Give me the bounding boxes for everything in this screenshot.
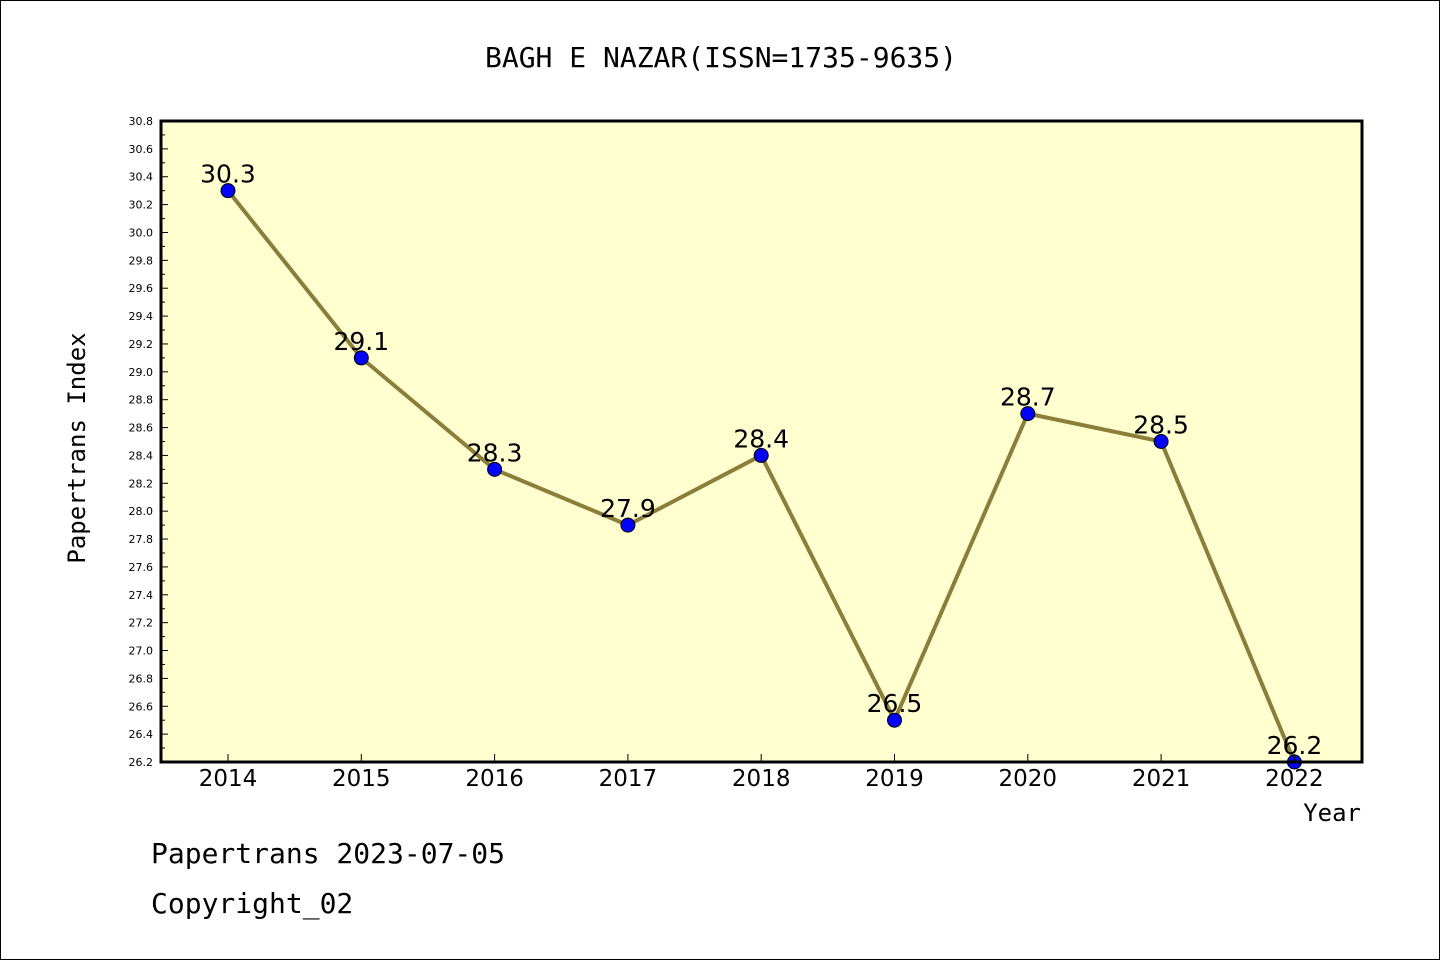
y-tick-label: 26.2 — [129, 756, 154, 769]
data-point — [1020, 406, 1036, 422]
y-tick-label: 28.6 — [129, 422, 154, 435]
y-tick-label: 28.8 — [129, 394, 154, 407]
x-tick-label: 2016 — [465, 766, 524, 792]
y-axis: 26.2 26.4 26.6 26.8 27.0 27.2 27.4 27.6 27.8 28.0… — [129, 115, 168, 769]
y-tick-label: 26.6 — [129, 700, 154, 713]
data-label: 27.9 — [600, 494, 656, 523]
y-tick-label: 27.8 — [129, 533, 154, 546]
x-tick-label: 2022 — [1265, 766, 1324, 792]
y-tick-label: 26.8 — [129, 672, 154, 685]
data-point — [753, 447, 769, 463]
data-label: 30.3 — [200, 160, 256, 189]
x-tick-label: 2019 — [865, 766, 924, 792]
x-axis: 2014 2015 2016 2017 2018 2019 2020 2021 2022 — [199, 754, 1324, 792]
y-tick-label: 29.8 — [129, 254, 154, 267]
y-tick-label: 30.2 — [129, 199, 154, 212]
data-point — [220, 183, 236, 199]
y-tick-label: 28.0 — [129, 505, 154, 518]
x-tick-label: 2014 — [199, 766, 258, 792]
x-tick-label: 2017 — [599, 766, 658, 792]
y-axis-label: Papertrans Index — [63, 332, 91, 563]
y-tick-label: 28.4 — [129, 449, 154, 462]
x-tick-label: 2018 — [732, 766, 791, 792]
x-tick-label: 2021 — [1132, 766, 1191, 792]
y-tick-label: 27.6 — [129, 561, 154, 574]
x-axis-label: Year — [1303, 799, 1361, 827]
y-tick-label: 26.4 — [129, 728, 154, 741]
y-tick-label: 30.8 — [129, 115, 154, 128]
y-tick-label: 28.2 — [129, 477, 154, 490]
y-tick-label: 29.6 — [129, 282, 154, 295]
y-tick-label: 30.6 — [129, 143, 154, 156]
y-tick-label: 27.4 — [129, 589, 154, 602]
series-layer: 30.329.128.327.928.426.528.728.526.2 — [200, 160, 1322, 770]
data-label: 28.5 — [1133, 411, 1189, 440]
x-tick-label: 2015 — [332, 766, 391, 792]
data-label: 29.1 — [333, 327, 389, 356]
data-label: 26.5 — [867, 689, 923, 718]
data-label: 28.4 — [733, 424, 789, 453]
y-tick-label: 27.2 — [129, 617, 154, 630]
x-tick-label: 2020 — [999, 766, 1058, 792]
y-tick-label: 30.0 — [129, 226, 154, 239]
data-point — [353, 350, 369, 366]
y-tick-label: 29.4 — [129, 310, 154, 323]
data-point — [887, 712, 902, 728]
data-label: 28.3 — [467, 438, 523, 467]
data-point — [620, 517, 636, 533]
y-tick-label: 29.2 — [129, 338, 154, 351]
data-label: 28.7 — [1000, 383, 1056, 412]
y-tick-label: 29.0 — [129, 366, 154, 379]
chart-title: BAGH E NAZAR(ISSN=1735-9635) — [485, 41, 957, 74]
footer-date: Papertrans 2023-07-05 — [151, 837, 506, 870]
y-tick-label: 27.0 — [129, 645, 154, 658]
data-point — [487, 461, 503, 477]
data-point — [1153, 434, 1169, 449]
y-tick-label: 30.4 — [129, 171, 154, 184]
footer-copyright: Copyright_02 — [151, 887, 354, 920]
